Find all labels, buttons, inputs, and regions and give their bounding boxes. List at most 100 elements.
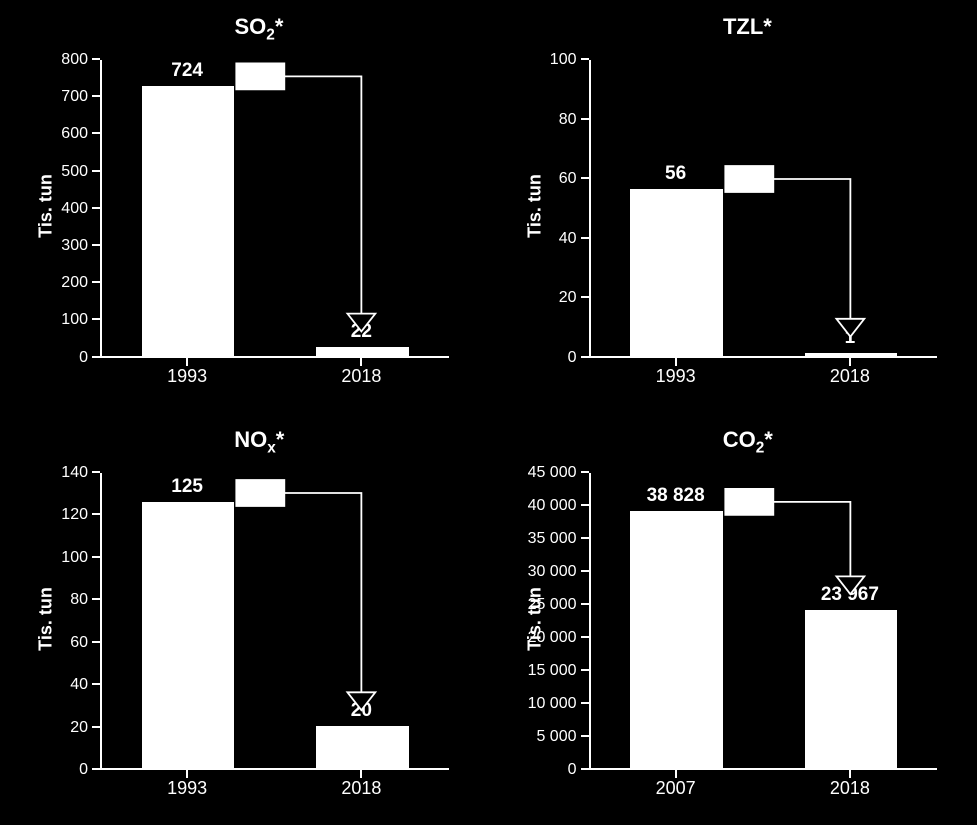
bar-value-label: 23 967 — [821, 584, 879, 606]
x-tick — [186, 358, 188, 366]
y-axis — [589, 473, 591, 771]
plot-area: 01002003004005006007008007241993222018 — [100, 60, 449, 358]
y-tick — [92, 598, 100, 600]
y-tick-label: 100 — [61, 311, 88, 329]
x-category-label: 2018 — [830, 366, 870, 387]
y-tick-label: 80 — [70, 591, 88, 609]
y-axis — [589, 60, 591, 358]
bar — [316, 347, 409, 355]
bar — [142, 86, 235, 355]
x-tick — [360, 770, 362, 778]
y-tick-label: 100 — [61, 549, 88, 567]
y-tick-label: 500 — [61, 163, 88, 181]
y-tick — [581, 669, 589, 671]
y-tick-label: 700 — [61, 88, 88, 106]
y-tick — [581, 504, 589, 506]
y-tick — [92, 356, 100, 358]
x-tick — [186, 770, 188, 778]
x-tick — [360, 358, 362, 366]
y-tick — [581, 768, 589, 770]
y-tick — [92, 768, 100, 770]
y-tick — [92, 207, 100, 209]
y-tick — [581, 356, 589, 358]
y-tick-label: 15 000 — [528, 662, 577, 680]
x-category-label: 2018 — [341, 366, 381, 387]
chart-grid: SO2* Tis. tun 0100200300400500600700800724… — [0, 0, 977, 825]
bar-value-label: 38 828 — [647, 485, 705, 507]
y-tick — [92, 58, 100, 60]
x-category-label: 2018 — [341, 778, 381, 799]
bar-value-label: 1 — [845, 327, 856, 349]
y-tick — [92, 170, 100, 172]
x-tick — [675, 770, 677, 778]
y-tick-label: 20 — [559, 289, 577, 307]
y-tick-label: 0 — [568, 349, 577, 367]
y-tick-label: 35 000 — [528, 530, 577, 548]
x-category-label: 1993 — [167, 366, 207, 387]
bar — [805, 353, 898, 356]
y-tick — [581, 296, 589, 298]
y-tick — [92, 513, 100, 515]
y-tick — [92, 132, 100, 134]
bar-value-label: 20 — [351, 700, 372, 722]
chart-title: TZL* — [723, 14, 772, 40]
y-tick — [92, 281, 100, 283]
y-tick-label: 0 — [568, 761, 577, 779]
y-tick — [581, 118, 589, 120]
bar — [316, 726, 409, 768]
x-axis — [589, 768, 938, 770]
y-tick-label: 40 — [70, 676, 88, 694]
chart-title: CO2* — [723, 427, 773, 457]
y-tick — [581, 237, 589, 239]
y-tick-label: 30 000 — [528, 563, 577, 581]
x-axis — [100, 768, 449, 770]
y-tick-label: 0 — [79, 761, 88, 779]
chart-panel-tzl: TZL*Tis. tun02040608010056199312018 — [489, 0, 977, 413]
y-tick — [581, 702, 589, 704]
x-tick — [675, 358, 677, 366]
chart-title: SO2* — [234, 14, 283, 44]
y-axis — [100, 60, 102, 358]
bar — [142, 502, 235, 768]
y-tick-label: 60 — [70, 634, 88, 652]
chart-panel-so2: SO2* Tis. tun 0100200300400500600700800724… — [0, 0, 489, 413]
y-tick-label: 80 — [559, 111, 577, 129]
y-tick — [92, 556, 100, 558]
y-tick — [92, 471, 100, 473]
y-tick — [581, 570, 589, 572]
y-tick-label: 20 000 — [528, 629, 577, 647]
y-tick — [581, 471, 589, 473]
bar-value-label: 125 — [171, 476, 203, 498]
bar — [805, 610, 898, 768]
y-tick — [581, 603, 589, 605]
y-tick — [581, 735, 589, 737]
y-tick-label: 40 000 — [528, 497, 577, 515]
y-tick-label: 120 — [61, 506, 88, 524]
plot-area: 02040608010056199312018 — [589, 60, 938, 358]
y-tick-label: 60 — [559, 170, 577, 188]
bar — [630, 189, 723, 356]
x-category-label: 1993 — [656, 366, 696, 387]
y-tick — [581, 177, 589, 179]
y-tick — [581, 636, 589, 638]
chart-panel-co2: CO2*Tis. tun05 00010 00015 00020 00025 0… — [489, 413, 977, 825]
plot-area: 05 00010 00015 00020 00025 00030 00035 0… — [589, 473, 938, 771]
x-tick — [849, 358, 851, 366]
y-tick-label: 600 — [61, 125, 88, 143]
chart-panel-nox: NOx*Tis. tun0204060801001201401251993202… — [0, 413, 489, 825]
y-tick-label: 40 — [559, 230, 577, 248]
bar — [630, 511, 723, 768]
y-tick-label: 20 — [70, 719, 88, 737]
x-axis — [100, 356, 449, 358]
x-tick — [849, 770, 851, 778]
y-tick — [92, 95, 100, 97]
y-tick — [581, 58, 589, 60]
y-tick-label: 400 — [61, 200, 88, 218]
y-axis-label: Tis. tun — [35, 174, 56, 238]
y-tick-label: 300 — [61, 237, 88, 255]
y-tick-label: 45 000 — [528, 464, 577, 482]
y-tick-label: 5 000 — [536, 728, 576, 746]
y-axis-label: Tis. tun — [35, 587, 56, 651]
y-tick-label: 200 — [61, 274, 88, 292]
y-tick — [92, 641, 100, 643]
